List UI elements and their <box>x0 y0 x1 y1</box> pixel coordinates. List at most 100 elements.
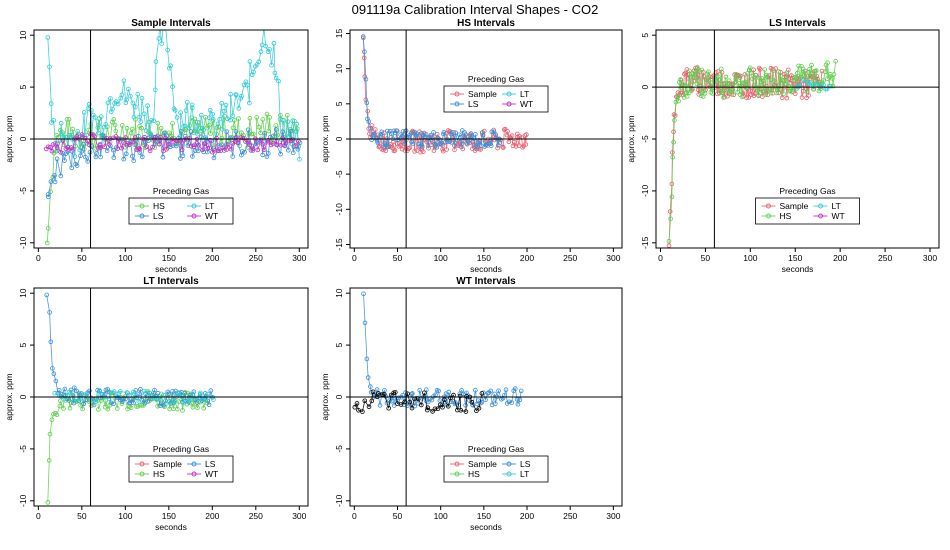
data-point <box>407 399 413 405</box>
data-point <box>216 148 221 154</box>
data-point <box>763 72 769 78</box>
data-point <box>98 395 103 401</box>
data-point <box>105 100 111 106</box>
data-point <box>290 150 296 156</box>
data-point <box>72 385 77 391</box>
data-point <box>512 386 518 392</box>
data-point <box>143 128 149 134</box>
data-point <box>228 117 233 123</box>
data-point <box>825 76 830 82</box>
data-point <box>506 399 512 405</box>
data-point <box>680 82 686 87</box>
data-point <box>60 151 66 156</box>
y-axis-label: approx. ppm <box>4 115 14 162</box>
data-point <box>51 371 57 377</box>
legend-entry-hs: HS <box>153 201 165 211</box>
data-point <box>751 67 756 73</box>
data-point <box>45 144 51 150</box>
data-point <box>800 66 806 72</box>
data-point <box>729 92 735 97</box>
y-tick-label: 5 <box>334 342 344 347</box>
data-point <box>789 89 795 95</box>
legend-title: Preceding Gas <box>468 444 524 454</box>
data-point <box>479 143 484 149</box>
data-point <box>195 132 200 137</box>
data-point <box>235 140 241 145</box>
data-point <box>214 135 219 141</box>
legend-marker-sample <box>139 461 145 467</box>
data-point <box>93 115 98 120</box>
data-point <box>378 131 384 137</box>
data-point <box>753 72 758 78</box>
data-point <box>369 137 374 143</box>
data-point <box>375 140 381 146</box>
data-point <box>480 130 485 135</box>
data-point <box>166 141 172 147</box>
data-point <box>145 103 150 108</box>
data-point <box>86 101 92 107</box>
data-point <box>201 397 207 402</box>
data-point <box>240 149 245 154</box>
data-point <box>205 146 211 151</box>
chart-panel-2: 0 50 100 150 200 250 300 -15 -10 -5 0 5 10 15 HS Inter… <box>320 18 623 274</box>
data-point <box>81 110 87 115</box>
data-point <box>94 150 100 156</box>
data-point <box>165 47 170 53</box>
data-point <box>760 89 766 95</box>
data-point <box>383 148 389 154</box>
data-point <box>267 47 273 52</box>
data-point <box>178 128 184 134</box>
data-point <box>207 108 213 113</box>
data-point <box>216 124 222 129</box>
data-point <box>208 388 214 393</box>
data-point <box>806 69 812 75</box>
data-point <box>178 110 183 115</box>
data-point <box>227 135 233 141</box>
data-point <box>509 133 515 139</box>
data-point <box>458 144 464 150</box>
data-point <box>356 407 361 413</box>
data-point <box>715 69 721 74</box>
data-point <box>78 153 83 159</box>
data-point <box>118 389 123 394</box>
data-point <box>97 388 102 393</box>
data-point <box>70 126 76 132</box>
data-point <box>219 127 225 132</box>
data-point <box>485 391 491 396</box>
data-point <box>206 402 212 408</box>
data-point <box>285 119 291 124</box>
data-point <box>48 189 53 195</box>
data-point <box>170 140 176 145</box>
data-point <box>192 148 198 154</box>
data-point <box>80 406 85 412</box>
y-tick-label: -5 <box>18 187 28 195</box>
data-point <box>49 417 55 423</box>
data-point <box>271 40 277 46</box>
series-lt <box>45 30 302 162</box>
data-point <box>725 81 731 86</box>
series-hs <box>44 111 302 246</box>
data-point <box>251 131 256 137</box>
data-point <box>54 156 60 162</box>
data-point <box>676 98 681 104</box>
data-point <box>410 141 416 147</box>
data-point <box>386 405 392 411</box>
data-point <box>124 125 130 131</box>
data-point <box>452 147 457 153</box>
legend-entry-lt: LT <box>205 201 214 211</box>
legend-marker-hs <box>454 471 460 477</box>
legend-entry-wt: WT <box>832 211 845 221</box>
data-point <box>100 132 105 138</box>
data-point <box>211 397 216 402</box>
data-point <box>219 135 225 141</box>
data-point <box>501 145 506 150</box>
x-axis-label: seconds <box>470 264 502 274</box>
data-point <box>367 384 373 389</box>
data-point <box>717 91 722 96</box>
data-point <box>719 90 725 95</box>
data-point <box>771 78 777 84</box>
data-point <box>385 144 391 150</box>
legend-marker-hs <box>139 471 145 477</box>
data-point <box>185 143 191 148</box>
data-point <box>111 389 117 394</box>
